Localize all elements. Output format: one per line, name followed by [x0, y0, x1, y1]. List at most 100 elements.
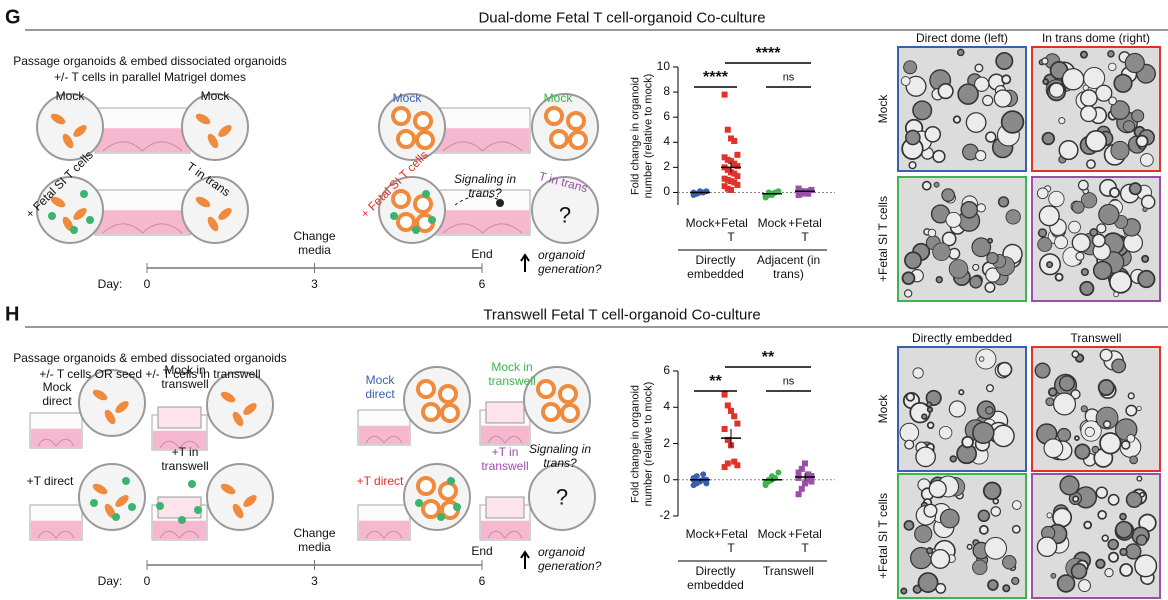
micrograph-organoid [997, 361, 1013, 378]
data-point [802, 480, 808, 487]
organoid [558, 384, 578, 404]
micrograph-organoid [903, 519, 915, 531]
micrograph-organoid [905, 75, 927, 97]
organoid-fragment [243, 403, 257, 415]
micrograph-organoid [930, 548, 951, 569]
micrograph-organoid [921, 413, 928, 420]
data-point [700, 471, 707, 478]
image-row-label: +Fetal SI T cells [876, 196, 891, 282]
group-label: Adjacent (in trans) [756, 253, 821, 281]
organoid [416, 476, 436, 496]
dome [487, 435, 523, 444]
well [36, 93, 104, 161]
description: Passage organoids & embed dissociated or… [13, 54, 287, 69]
organoid-fragment [62, 133, 74, 149]
data-point [731, 458, 738, 465]
micrograph-organoid [1104, 567, 1114, 578]
organoid-fragment [232, 503, 244, 519]
micrograph-organoid [904, 251, 922, 270]
micrograph-organoid [1001, 74, 1012, 85]
micrograph-organoid [1080, 105, 1098, 123]
y-tick-label: 2 [663, 159, 670, 174]
organoid [391, 106, 411, 126]
schematic-label: Mock direct [365, 373, 395, 401]
micrograph-organoid [1037, 228, 1048, 238]
micrograph-organoid [975, 348, 997, 370]
micrograph-organoid [921, 180, 932, 191]
micrograph-organoid [899, 422, 920, 443]
data-point [724, 185, 731, 192]
micrograph-organoid [941, 188, 956, 202]
y-tick-label: 2 [663, 435, 670, 450]
micrograph-organoid [900, 587, 908, 595]
data-point [721, 154, 728, 161]
data-point [734, 420, 741, 427]
x-tick-label: Mock [685, 527, 715, 541]
well [531, 176, 599, 244]
panel-title: Transwell Fetal T cell-organoid Co-cultu… [483, 306, 761, 324]
micrograph-organoid [975, 150, 987, 162]
day-label: 3 [311, 574, 318, 589]
schematic-label: +T direct [26, 474, 74, 489]
x-tick-label: +Fetal T [714, 216, 748, 244]
micrograph-organoid [1095, 558, 1106, 569]
micrograph-organoid [1070, 562, 1088, 580]
organoid [566, 111, 586, 131]
micrograph-organoid [926, 406, 934, 413]
schematic-label: Mock [543, 91, 573, 106]
data-point [731, 160, 738, 167]
micrograph-organoid [925, 389, 942, 406]
micrograph-organoid [1099, 348, 1113, 362]
micrograph-organoid [960, 200, 979, 219]
organoid [413, 194, 433, 214]
micrograph-organoid [1080, 192, 1098, 209]
organoid [413, 111, 433, 131]
medium [436, 210, 529, 234]
micrograph-organoid [935, 275, 943, 284]
micrograph-organoid [939, 508, 960, 529]
data-point [734, 173, 741, 180]
schematic-label: Mock in transwell [161, 363, 209, 391]
organoid [396, 212, 416, 232]
micrograph-organoid [1091, 445, 1100, 454]
micrograph-organoid [932, 149, 946, 163]
data-point [808, 478, 815, 485]
micrograph-organoid [978, 524, 989, 535]
schematic-label: ? [558, 202, 572, 228]
well [181, 176, 249, 244]
micrograph-organoid [904, 129, 921, 146]
micrograph-organoid [900, 76, 911, 86]
well [206, 463, 274, 531]
timeline-event: Change media [293, 526, 336, 554]
image-row-label: Mock [876, 94, 891, 124]
micrograph-organoid [1095, 486, 1108, 499]
micrograph-organoid [1071, 200, 1085, 214]
medium [96, 210, 189, 234]
data-point [805, 190, 812, 197]
micrograph-organoid [1092, 260, 1113, 281]
medium [96, 128, 189, 152]
data-point [728, 135, 734, 142]
organoid [544, 106, 564, 126]
micrograph-organoid [1096, 223, 1107, 234]
dome [442, 223, 523, 234]
micrograph-organoid [927, 228, 937, 238]
well [403, 366, 471, 434]
micrograph-organoid [926, 421, 935, 430]
micrograph-organoid [1126, 434, 1136, 443]
schematic-label: +T direct [356, 474, 404, 489]
organoid [440, 403, 460, 423]
micrograph-organoid [1041, 57, 1049, 65]
micrograph-organoid [986, 251, 999, 265]
image-row-label: Mock [876, 394, 891, 424]
organoid-fragment [62, 216, 74, 232]
data-point [795, 469, 802, 476]
organoid-fragment [243, 495, 257, 507]
organoid-fragment [195, 113, 211, 125]
micrograph-organoid [1074, 435, 1080, 441]
schematic-label: Mock [55, 89, 85, 104]
t-cell [156, 502, 164, 510]
micrograph-organoid [935, 582, 947, 594]
micrograph-organoid [1095, 406, 1119, 430]
micrograph-organoid [1058, 140, 1079, 161]
